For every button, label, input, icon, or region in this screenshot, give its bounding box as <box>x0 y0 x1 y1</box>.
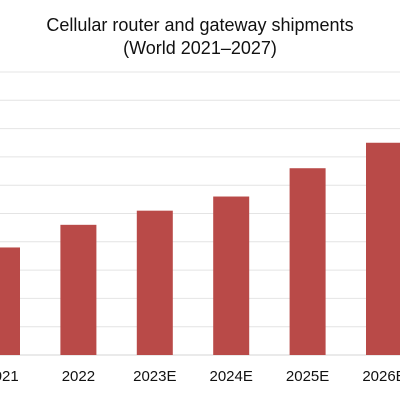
chart-title: Cellular router and gateway shipments <box>46 15 354 35</box>
bars <box>0 142 400 355</box>
x-tick-label: 2022 <box>62 368 95 385</box>
chart-subtitle: (World 2021–2027) <box>123 38 277 58</box>
bar-2024E <box>213 196 250 355</box>
bar-2022 <box>60 224 97 355</box>
chart-title-block: Cellular router and gateway shipments (W… <box>0 14 400 60</box>
gridlines <box>0 71 400 356</box>
x-tick-label: 2021 <box>0 368 19 385</box>
x-tick-label: 2026E <box>362 368 400 385</box>
bar-2021 <box>0 247 20 355</box>
bar-2025E <box>289 168 326 355</box>
x-tick-label: 2024E <box>210 368 253 385</box>
x-tick-labels: 2021 2022 2023E 2024E 2025E 2026E <box>0 368 400 385</box>
x-tick-label: 2023E <box>133 368 176 385</box>
x-tick-label: 2025E <box>286 368 329 385</box>
bar-2026E <box>366 142 400 355</box>
bar-2023E <box>136 210 173 355</box>
